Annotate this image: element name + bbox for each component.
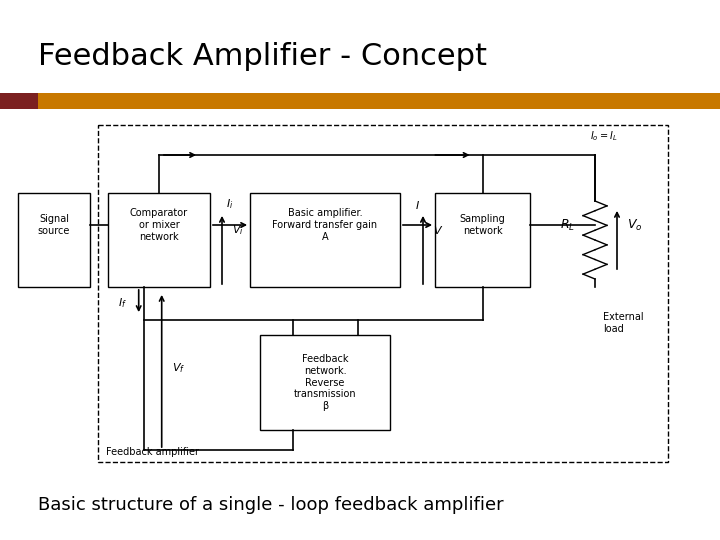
Bar bbox=[38, 93, 720, 109]
Text: Basic amplifier.
Forward transfer gain
A: Basic amplifier. Forward transfer gain A bbox=[272, 208, 377, 241]
Text: $I_o = I_L$: $I_o = I_L$ bbox=[590, 129, 618, 143]
Bar bbox=[108, 193, 210, 287]
Text: Feedback amplifier: Feedback amplifier bbox=[106, 447, 199, 457]
Text: Feedback
network.
Reverse
transmission
β: Feedback network. Reverse transmission β bbox=[294, 354, 356, 411]
Text: $V_i$: $V_i$ bbox=[232, 223, 243, 237]
Text: External
load: External load bbox=[603, 312, 644, 334]
Text: Sampling
network: Sampling network bbox=[459, 214, 505, 236]
Text: $R_L$: $R_L$ bbox=[560, 218, 575, 233]
Bar bbox=[18, 193, 90, 287]
Text: $I_i$: $I_i$ bbox=[226, 197, 234, 211]
Bar bbox=[435, 193, 530, 287]
Bar bbox=[260, 335, 390, 430]
Text: $V_o$: $V_o$ bbox=[627, 218, 642, 233]
Text: Signal
source: Signal source bbox=[38, 214, 70, 236]
Text: Feedback Amplifier - Concept: Feedback Amplifier - Concept bbox=[38, 42, 487, 71]
Text: $V$: $V$ bbox=[433, 224, 444, 236]
Text: Comparator
or mixer
network: Comparator or mixer network bbox=[130, 208, 188, 241]
Text: Basic structure of a single - loop feedback amplifier: Basic structure of a single - loop feedb… bbox=[38, 496, 503, 514]
Text: $I$: $I$ bbox=[415, 199, 420, 211]
Bar bbox=[0, 93, 38, 109]
Bar bbox=[98, 125, 668, 462]
Bar bbox=[250, 193, 400, 287]
Text: $I_f$: $I_f$ bbox=[117, 296, 127, 310]
Text: $V_f$: $V_f$ bbox=[171, 362, 185, 375]
